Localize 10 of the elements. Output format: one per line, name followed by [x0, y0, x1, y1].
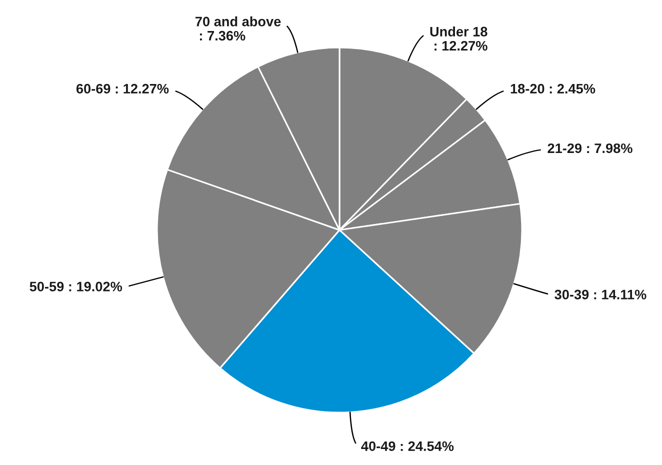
slice-label: 40-49 : 24.54%: [361, 441, 454, 451]
slice-label: 50-59 : 19.02%: [30, 282, 122, 292]
slice-label: 21-29 : 7.98%: [548, 143, 632, 154]
slice-label: 30-39 : 14.11%: [554, 290, 646, 300]
data-label: : 7.36%: [200, 30, 246, 41]
slice-label: 70 and above: [196, 16, 281, 26]
slice-label: 18-20 : 2.45%: [510, 84, 596, 94]
slice-label: Under 18: [430, 26, 488, 36]
slice-label: 60-69 : 12.27%: [76, 84, 169, 94]
data-label: : 12.27%: [434, 40, 488, 51]
